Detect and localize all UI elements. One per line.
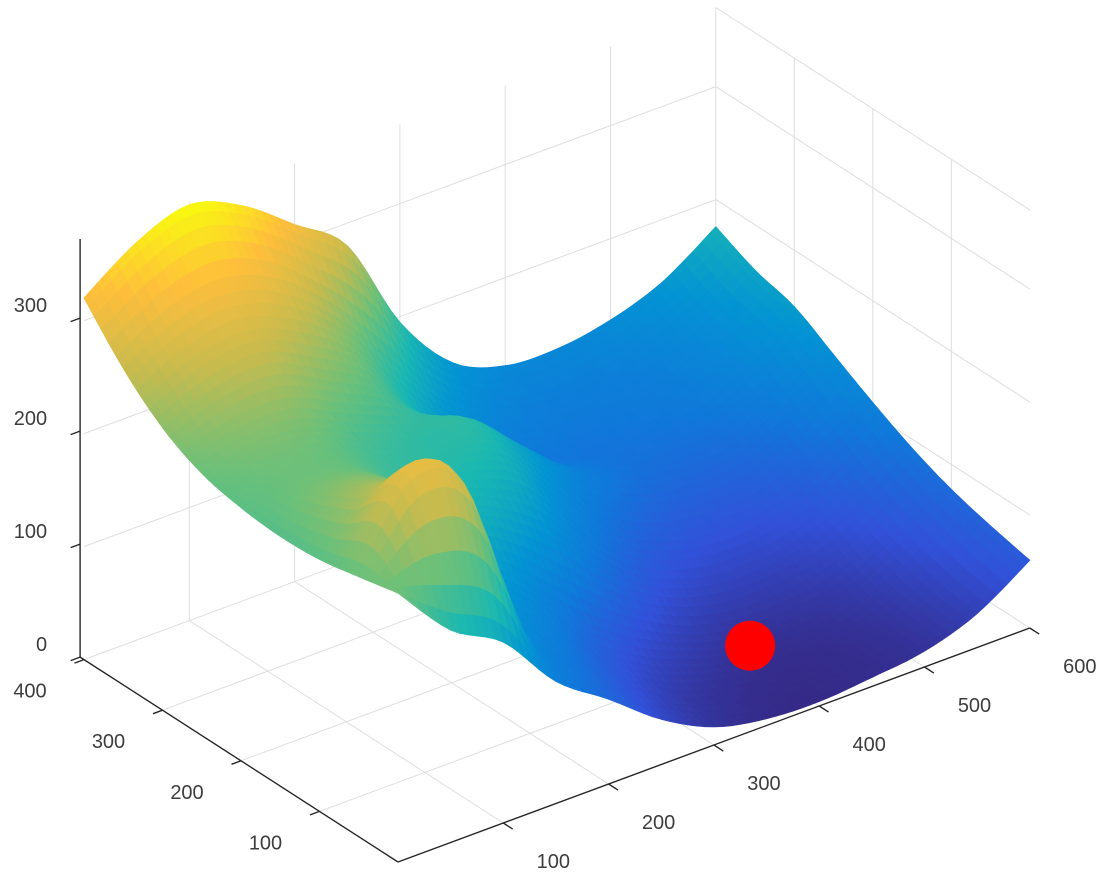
x-axis: 100 200 300 400 500 600 [397,627,1096,873]
minimum-marker [725,620,776,671]
z-axis: 0 100 200 300 [14,239,81,662]
z-tick-label: 100 [14,521,47,543]
y-tick-label: 300 [92,731,125,753]
x-tick-label: 200 [642,812,675,834]
y-tick-label: 400 [13,681,46,703]
x-tick-label: 100 [537,851,570,873]
z-tick-label: 200 [14,408,47,430]
x-tick-label: 500 [958,695,991,717]
x-tick-label: 400 [853,734,886,756]
y-tick-label: 100 [249,832,282,854]
x-tick-label: 600 [1063,656,1096,678]
surface-mesh [83,201,1031,728]
y-axis: 100 200 300 400 [13,656,399,863]
x-tick-label: 300 [747,773,780,795]
y-tick-label: 200 [170,782,203,804]
z-tick-label: 0 [36,634,47,656]
z-tick-label: 300 [14,295,47,317]
